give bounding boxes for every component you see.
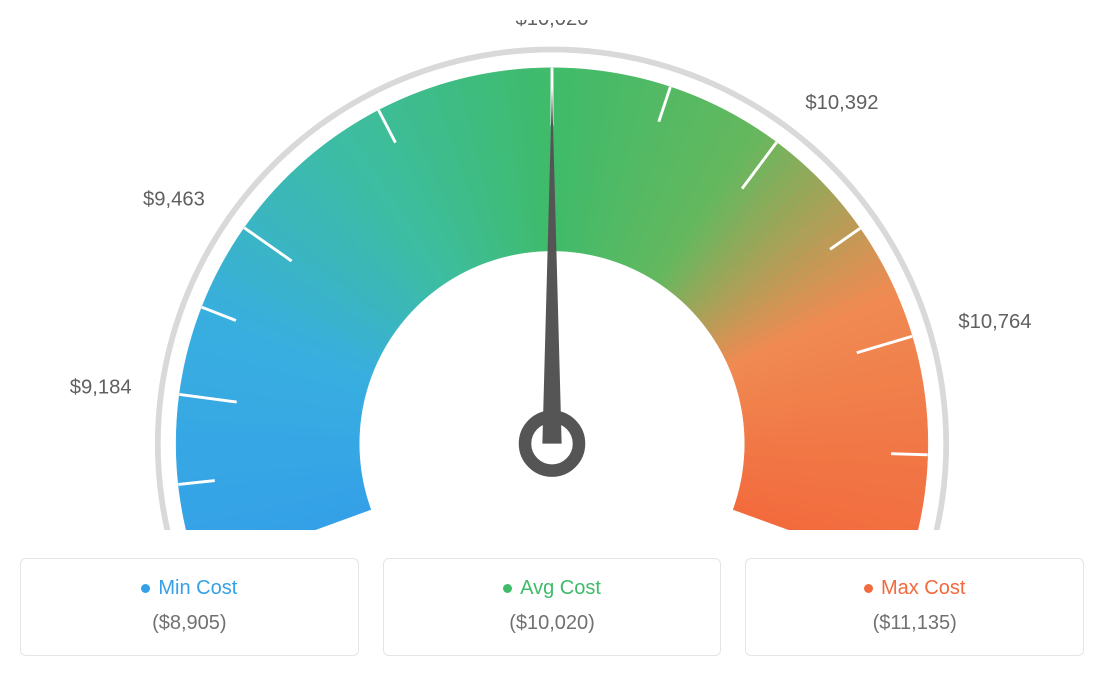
legend-row: Min Cost ($8,905) Avg Cost ($10,020) Max Cos…	[20, 558, 1084, 656]
gauge-tick-label: $9,184	[70, 376, 132, 398]
gauge-tick-label: $10,392	[805, 92, 878, 114]
gauge-wrap: $8,905$9,184$9,463$10,020$10,392$10,764$…	[20, 20, 1084, 530]
legend-value: ($11,135)	[756, 612, 1073, 635]
legend-card: Avg Cost ($10,020)	[383, 558, 722, 656]
legend-dot-icon	[141, 584, 150, 593]
legend-value: ($8,905)	[31, 612, 348, 635]
legend-title: Avg Cost	[503, 577, 601, 600]
legend-label: Avg Cost	[520, 577, 601, 600]
gauge-chart: $8,905$9,184$9,463$10,020$10,392$10,764$…	[20, 20, 1084, 530]
gauge-tick-label: $10,764	[958, 311, 1031, 333]
legend-label: Min Cost	[158, 577, 237, 600]
cost-gauge-widget: $8,905$9,184$9,463$10,020$10,392$10,764$…	[20, 20, 1084, 656]
legend-dot-icon	[864, 584, 873, 593]
legend-card: Max Cost ($11,135)	[745, 558, 1084, 656]
legend-title: Max Cost	[864, 577, 965, 600]
gauge-tick-label: $10,020	[515, 20, 588, 30]
gauge-tick-label: $9,463	[143, 188, 205, 210]
legend-value: ($10,020)	[394, 612, 711, 635]
legend-card: Min Cost ($8,905)	[20, 558, 359, 656]
legend-title: Min Cost	[141, 577, 237, 600]
legend-dot-icon	[503, 584, 512, 593]
legend-label: Max Cost	[881, 577, 965, 600]
